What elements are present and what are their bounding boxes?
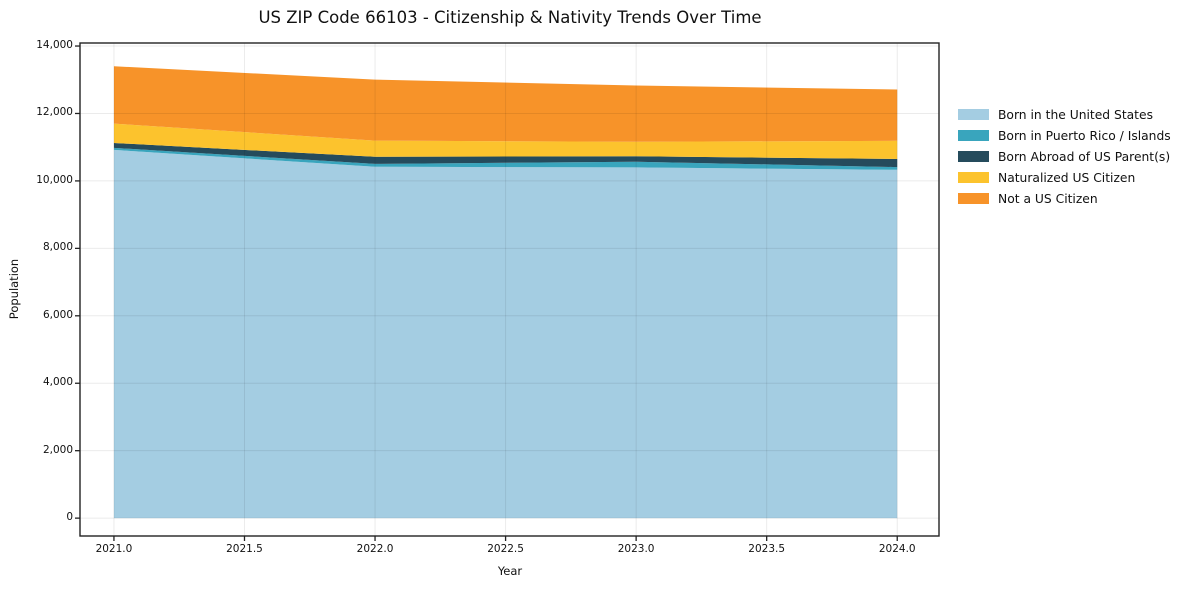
ytick-label: 8,000: [42, 241, 73, 254]
legend-swatch-icon: [958, 193, 989, 204]
legend-item-not-a-us-citizen: Not a US Citizen: [958, 188, 1171, 209]
xtick-label: 2023.0: [617, 543, 655, 555]
legend-label: Not a US Citizen: [998, 191, 1098, 206]
ytick-label: 6,000: [42, 308, 73, 321]
legend-item-born-in-puerto-rico-islands: Born in Puerto Rico / Islands: [958, 125, 1171, 146]
legend-label: Born Abroad of US Parent(s): [998, 149, 1171, 164]
xtick-label: 2021.0: [95, 543, 133, 555]
legend-item-born-abroad-of-us-parent-s: Born Abroad of US Parent(s): [958, 146, 1171, 167]
area-not-a-us-citizen: [113, 66, 898, 142]
area-naturalized-us-citizen: [113, 123, 898, 159]
plot-frame: [79, 42, 940, 537]
legend-swatch-icon: [958, 109, 989, 120]
area-born-abroad-of-us-parent-s: [113, 142, 898, 168]
legend-label: Naturalized US Citizen: [998, 170, 1136, 185]
legend-item-born-in-the-united-states: Born in the United States: [958, 104, 1171, 125]
xtick-label: 2022.5: [487, 543, 524, 555]
legend-item-naturalized-us-citizen: Naturalized US Citizen: [958, 167, 1171, 188]
chart-title: US ZIP Code 66103 - Citizenship & Nativi…: [258, 8, 762, 27]
legend-swatch-icon: [958, 130, 989, 141]
xtick-label: 2024.0: [878, 543, 916, 555]
ytick-label: 12,000: [36, 106, 73, 119]
legend: Born in the United States Born in Puerto …: [958, 104, 1171, 209]
xtick-label: 2023.5: [748, 543, 786, 555]
legend-label: Born in the United States: [998, 107, 1153, 122]
ytick-label: 2,000: [42, 443, 73, 456]
legend-swatch-icon: [958, 172, 989, 183]
area-born-in-puerto-rico-islands: [113, 147, 898, 170]
legend-swatch-icon: [958, 151, 989, 162]
ytick-label: 0: [66, 511, 73, 524]
area-born-in-the-united-states: [113, 149, 898, 519]
ytick-label: 10,000: [36, 173, 73, 186]
xtick-label: 2021.5: [226, 543, 263, 555]
ytick-label: 14,000: [36, 39, 73, 52]
legend-label: Born in Puerto Rico / Islands: [998, 128, 1171, 143]
ytick-label: 4,000: [42, 376, 73, 389]
xtick-label: 2022.0: [356, 543, 394, 555]
x-axis-label: Year: [497, 564, 523, 578]
